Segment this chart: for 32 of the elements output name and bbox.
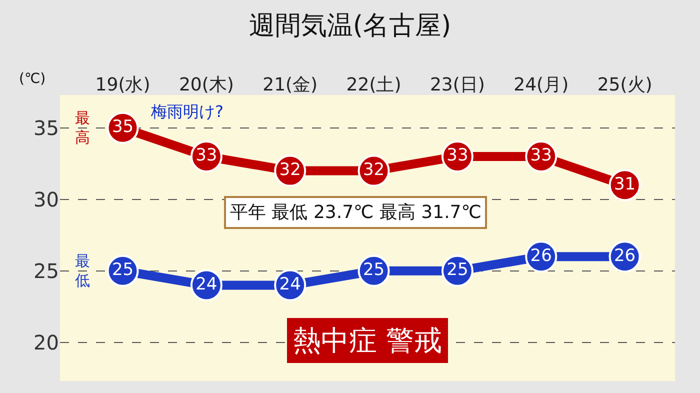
data-label: 32: [362, 160, 385, 180]
series-label: 最低: [75, 252, 90, 290]
x-tick-label: 19(水): [95, 74, 150, 96]
data-label: 31: [614, 174, 636, 194]
data-label: 33: [446, 146, 468, 166]
data-label: 35: [112, 117, 134, 138]
annotation: 熱中症 警戒: [293, 324, 442, 357]
y-tick-label: 25: [34, 258, 59, 283]
y-tick-label: 20: [34, 330, 59, 354]
data-label: 33: [196, 146, 218, 166]
data-label: 26: [530, 246, 552, 266]
y-axis-title: (℃): [19, 71, 46, 87]
data-label: 26: [614, 246, 636, 266]
x-tick-label: 21(金): [262, 74, 318, 96]
series-label: 最高: [75, 109, 90, 146]
y-tick-label: 30: [34, 187, 59, 212]
data-label: 33: [530, 146, 552, 166]
x-tick-label: 22(土): [346, 74, 402, 96]
data-label: 24: [279, 274, 301, 294]
annotation: 平年 最低 23.7℃ 最高 31.7℃: [230, 202, 482, 223]
x-tick-label: 25(火): [597, 74, 652, 96]
data-label: 24: [196, 274, 218, 294]
x-tick-label: 20(木): [178, 74, 234, 96]
annotation: 梅雨明け?: [150, 102, 224, 121]
data-label: 32: [279, 160, 301, 180]
data-label: 25: [112, 260, 134, 280]
chart-title: 週間気温(名古屋): [248, 10, 452, 41]
x-tick-label: 24(月): [514, 74, 569, 96]
y-tick-label: 35: [34, 116, 59, 140]
x-tick-label: 23(日): [430, 74, 485, 96]
data-label: 25: [446, 260, 468, 280]
data-label: 25: [362, 260, 385, 280]
